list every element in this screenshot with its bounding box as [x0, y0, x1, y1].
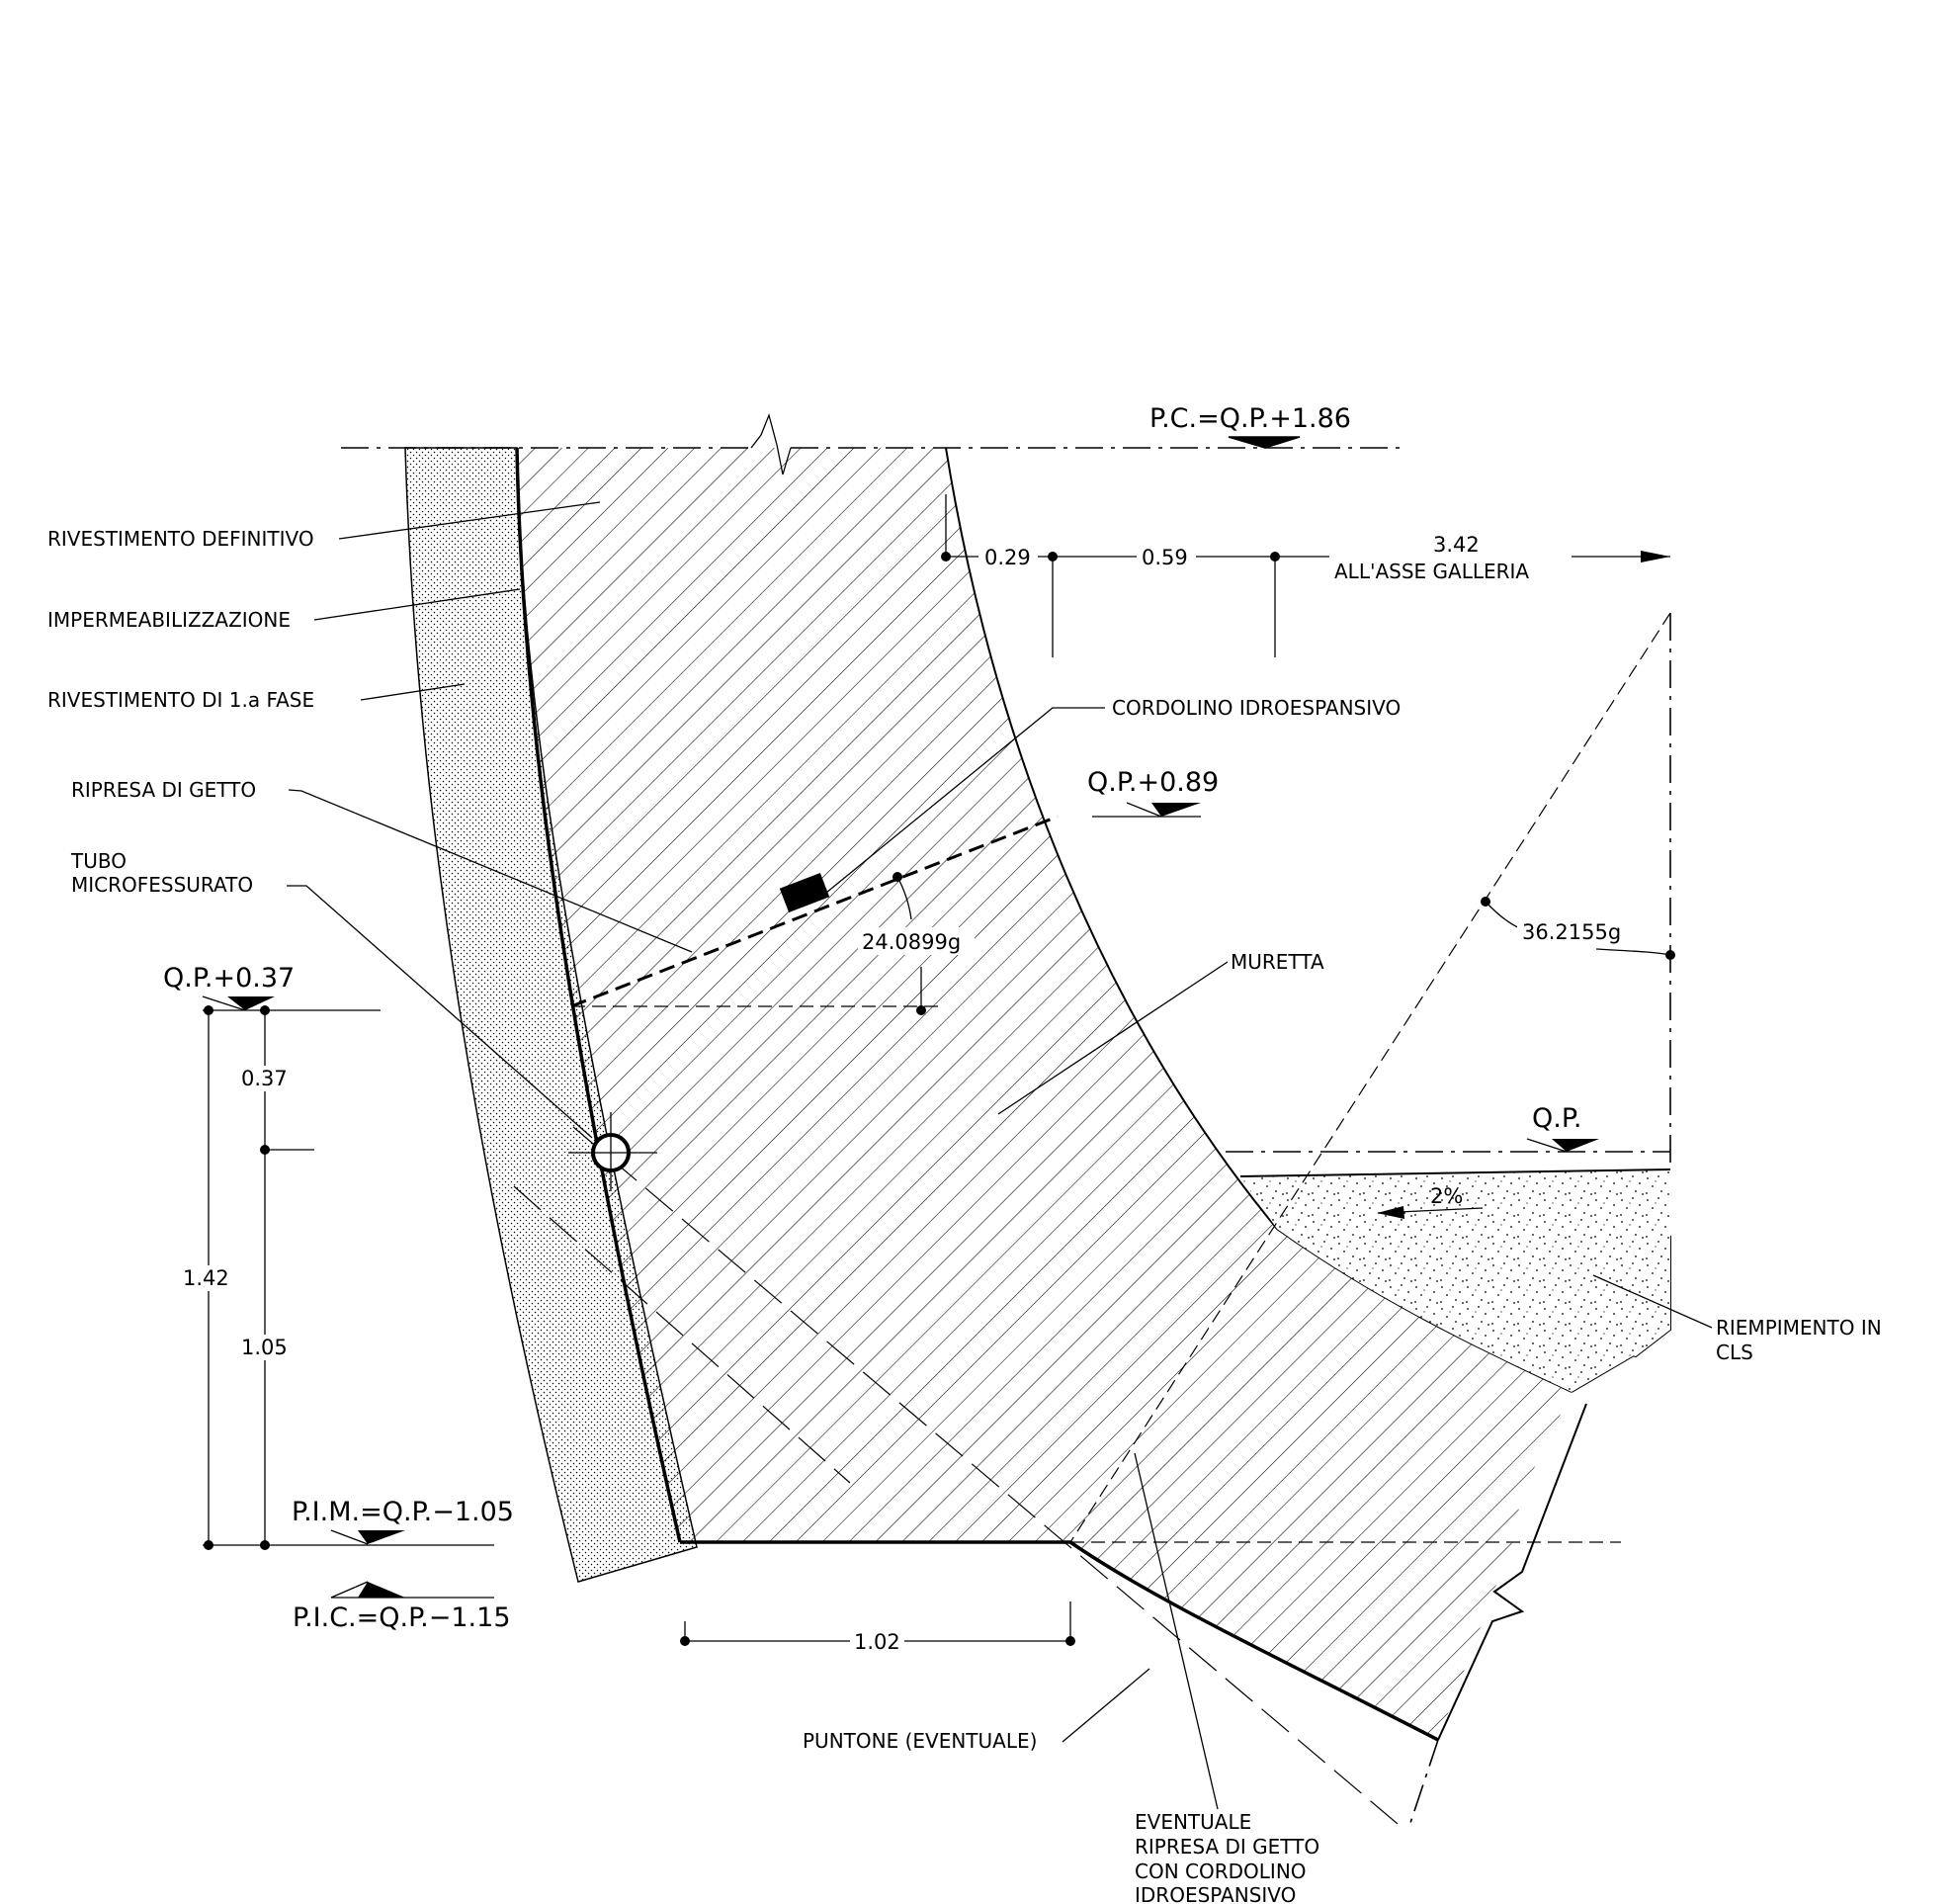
dim-105: 1.05 [241, 1336, 288, 1359]
leader-ripresa-di-getto [288, 789, 693, 953]
label-tubo-1: TUBO [70, 849, 127, 873]
label-eventuale-2: RIPRESA DI GETTO [1135, 1835, 1319, 1859]
level-pim-open [330, 1529, 369, 1545]
level-qp-037: Q.P.+0.37 [163, 963, 295, 994]
dim-029: 0.29 [984, 546, 1031, 569]
level-qp-037-open [202, 995, 246, 1011]
level-qp-089-open [1126, 802, 1162, 818]
label-puntone: PUNTONE (EVENTUALE) [803, 1729, 1037, 1753]
level-qp-marker [1552, 1139, 1599, 1152]
break-line-lining [1437, 1403, 1587, 1741]
dim-142: 1.42 [183, 1266, 229, 1290]
label-cordolino: CORDOLINO IDROESPANSIVO [1112, 696, 1401, 720]
level-pim-marker [358, 1530, 405, 1544]
angle1-leader [896, 876, 912, 920]
leader-rivestimento-prima-fase [360, 683, 466, 701]
level-pic: P.I.C.=Q.P.−1.15 [293, 1602, 511, 1633]
level-pc-marker-open [1228, 436, 1286, 449]
leader-tubo [287, 885, 592, 1138]
section-line-right [1407, 1739, 1439, 1830]
level-pim: P.I.M.=Q.P.−1.05 [292, 1497, 514, 1527]
level-pc: P.C.=Q.P.+1.86 [1149, 403, 1351, 434]
dim-037: 0.37 [241, 1067, 288, 1090]
cordolino-block [779, 872, 830, 913]
dim-angle-24: 24.0899g [862, 930, 961, 954]
label-ripresa-di-getto: RIPRESA DI GETTO [71, 778, 256, 802]
dim-342: 3.42 [1433, 533, 1480, 557]
dim-059: 0.59 [1142, 546, 1188, 569]
leader-muretta [997, 961, 1229, 1115]
angle2-leader-2 [1595, 948, 1671, 956]
label-eventuale-3: CON CORDOLINO [1135, 1860, 1307, 1883]
dim-dot-2 [1048, 552, 1058, 562]
dim-left-dot-2 [260, 1005, 270, 1015]
label-all-asse-galleria: ALL'ASSE GALLERIA [1334, 560, 1529, 583]
construction-line-diagonal [1069, 612, 1671, 1543]
level-qp-037-marker [227, 996, 275, 1010]
level-pc-marker [1228, 436, 1301, 449]
label-eventuale-4: IDROESPANSIVO [1135, 1883, 1296, 1904]
dim-102-dot-r [1065, 1636, 1075, 1646]
leader-cordolino [825, 707, 1105, 894]
level-pic-marker [358, 1582, 405, 1598]
lining-base [680, 1540, 1439, 1742]
cls-top-surface [1239, 1168, 1671, 1177]
leader-puntone [1062, 1668, 1150, 1743]
label-riempimento-1: RIEMPIMENTO IN [1716, 1316, 1882, 1340]
dim-top-arrow [1641, 551, 1670, 563]
puntone-line-1 [572, 1126, 1404, 1830]
leader-eventuale [1134, 1452, 1219, 1810]
dim-slope: 2% [1430, 1184, 1463, 1208]
label-rivestimento-prima-fase: RIVESTIMENTO DI 1.a FASE [47, 688, 314, 712]
dim-102-dot-l [680, 1636, 690, 1646]
final-lining [517, 448, 1572, 1740]
dim-dot-1 [941, 552, 951, 562]
label-tubo-2: MICROFESSURATO [71, 873, 253, 897]
slope-arrow [1377, 1206, 1404, 1219]
lining-outer-contour [515, 447, 682, 1543]
label-eventuale-1: EVENTUALE [1135, 1810, 1251, 1834]
dim-left-dot-1 [204, 1005, 213, 1015]
construction-joint [570, 815, 1059, 1008]
break-symbol [750, 412, 792, 476]
level-qp-089-marker [1151, 803, 1201, 817]
dim-angle-36: 36.2155g [1522, 920, 1621, 944]
dim-102: 1.02 [854, 1630, 900, 1654]
level-pic-open [330, 1581, 369, 1599]
level-qp-open [1526, 1138, 1568, 1153]
level-qp-089: Q.P.+0.89 [1087, 767, 1219, 798]
label-impermeabilizzazione: IMPERMEABILIZZAZIONE [47, 608, 291, 632]
leader-rivestimento-definitivo [338, 501, 601, 540]
leader-riempimento [1592, 1274, 1713, 1329]
cls-filling [1240, 1169, 1670, 1392]
puntone-line-2 [513, 1185, 851, 1484]
dim-left-dot-3 [260, 1145, 270, 1155]
angle2-leader [1485, 901, 1523, 930]
label-riempimento-2: CLS [1716, 1341, 1753, 1364]
label-muretta: MURETTA [1231, 950, 1324, 974]
leader-impermeabilizzazione [313, 588, 521, 621]
level-qp: Q.P. [1532, 1103, 1582, 1134]
label-rivestimento-definitivo: RIVESTIMENTO DEFINITIVO [47, 527, 314, 551]
dim-dot-3 [1270, 552, 1280, 562]
